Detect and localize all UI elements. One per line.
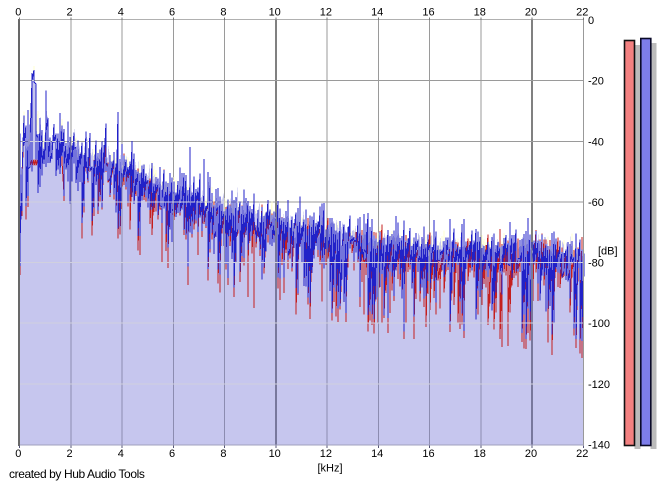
svg-text:16: 16 [422,448,434,460]
svg-text:8: 8 [220,7,226,19]
svg-text:-100: -100 [588,318,610,330]
svg-text:4: 4 [118,448,124,460]
svg-text:6: 6 [169,7,175,19]
svg-text:2: 2 [67,448,73,460]
svg-text:0: 0 [15,7,21,19]
svg-text:8: 8 [220,448,226,460]
svg-text:0: 0 [588,15,594,27]
svg-text:18: 18 [474,448,486,460]
svg-text:2: 2 [67,7,73,19]
svg-text:10: 10 [269,7,281,19]
svg-text:18: 18 [474,7,486,19]
svg-text:10: 10 [269,448,281,460]
svg-text:-20: -20 [588,76,604,88]
svg-text:[kHz]: [kHz] [317,463,342,475]
svg-text:14: 14 [371,7,383,19]
svg-text:-80: -80 [588,258,604,270]
svg-text:20: 20 [525,448,537,460]
svg-text:20: 20 [525,7,537,19]
svg-text:created by Hub Audio Tools: created by Hub Audio Tools [9,467,145,481]
svg-text:16: 16 [422,7,434,19]
svg-text:6: 6 [169,448,175,460]
svg-text:-140: -140 [588,440,610,452]
svg-text:22: 22 [576,7,588,19]
svg-text:14: 14 [371,448,383,460]
svg-text:4: 4 [118,7,124,19]
svg-text:-60: -60 [588,197,604,209]
svg-text:-40: -40 [588,136,604,148]
svg-text:12: 12 [320,448,332,460]
svg-text:[dB]: [dB] [598,246,618,258]
svg-text:12: 12 [320,7,332,19]
svg-text:22: 22 [576,448,588,460]
svg-text:0: 0 [15,448,21,460]
svg-text:-120: -120 [588,379,610,391]
